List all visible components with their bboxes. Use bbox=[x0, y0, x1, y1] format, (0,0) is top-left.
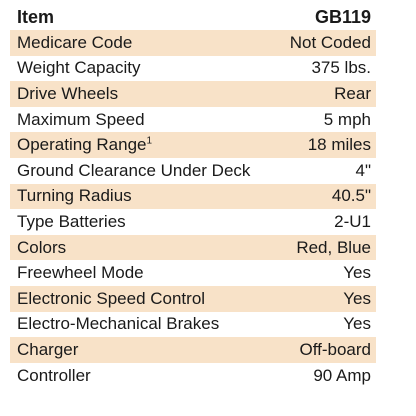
spec-label-text: Electronic Speed Control bbox=[17, 288, 206, 308]
spec-value: 18 miles bbox=[307, 135, 371, 155]
spec-value: Yes bbox=[343, 314, 371, 334]
spec-label: Medicare Code bbox=[17, 33, 132, 53]
table-header-row: Item GB119 bbox=[10, 4, 376, 30]
spec-value: Rear bbox=[334, 83, 371, 103]
spec-label: Electronic Speed Control bbox=[17, 289, 205, 309]
spec-value: Not Coded bbox=[289, 32, 371, 52]
table-row: Medicare Code Not Coded bbox=[10, 30, 376, 56]
spec-label: Drive Wheels bbox=[17, 84, 118, 104]
table-row: Electronic Speed Control Yes bbox=[10, 285, 376, 312]
spec-label: Ground Clearance Under Deck bbox=[17, 161, 250, 181]
spec-label-text: Ground Clearance Under Deck bbox=[17, 160, 251, 180]
spec-label-text: Turning Radius bbox=[17, 186, 132, 206]
spec-label: Controller bbox=[17, 366, 91, 386]
header-item-label: Item bbox=[17, 6, 55, 27]
table-row: Type Batteries 2-U1 bbox=[10, 209, 376, 235]
spec-value: 375 lbs. bbox=[311, 58, 371, 78]
table-row: Drive Wheels Rear bbox=[10, 81, 376, 107]
spec-value: Yes bbox=[343, 288, 371, 308]
footnote-marker: 1 bbox=[146, 135, 153, 147]
spec-label: Maximum Speed bbox=[17, 110, 145, 130]
spec-label: Freewheel Mode bbox=[17, 263, 144, 283]
header-model-label: GB119 bbox=[314, 6, 371, 27]
spec-label-text: Maximum Speed bbox=[17, 109, 145, 129]
spec-value: 4" bbox=[355, 160, 372, 180]
table-row: Weight Capacity 375 lbs. bbox=[10, 56, 376, 82]
spec-label: Charger bbox=[17, 340, 78, 360]
spec-label: Weight Capacity bbox=[17, 58, 140, 78]
spec-label-text: Charger bbox=[17, 339, 79, 359]
table-row: Electro-Mechanical Brakes Yes bbox=[10, 312, 376, 338]
spec-label-text: Electro-Mechanical Brakes bbox=[17, 314, 220, 334]
spec-label: Operating Range1 bbox=[17, 135, 152, 155]
table-row: Controller 90 Amp bbox=[10, 363, 376, 389]
spec-label-text: Freewheel Mode bbox=[17, 263, 144, 283]
spec-value: 90 Amp bbox=[313, 365, 371, 385]
spec-label-text: Medicare Code bbox=[17, 32, 133, 52]
spec-value: 2-U1 bbox=[334, 211, 371, 231]
spec-label: Electro-Mechanical Brakes bbox=[17, 314, 219, 334]
spec-value: 5 mph bbox=[323, 109, 371, 129]
spec-table: Item GB119 Medicare Code Not Coded Weight … bbox=[10, 4, 376, 388]
table-row: Ground Clearance Under Deck 4" bbox=[10, 158, 376, 184]
table-row: Operating Range1 18 miles bbox=[10, 132, 376, 158]
table-row: Maximum Speed 5 mph bbox=[10, 107, 376, 133]
spec-value: Yes bbox=[343, 263, 371, 283]
spec-label: Colors bbox=[17, 238, 66, 258]
spec-label-text: Operating Range bbox=[17, 135, 147, 155]
spec-label-text: Weight Capacity bbox=[17, 58, 141, 78]
spec-label: Type Batteries bbox=[17, 212, 126, 232]
spec-label-text: Type Batteries bbox=[17, 211, 126, 231]
table-row: Freewheel Mode Yes bbox=[10, 260, 376, 286]
spec-value: Red, Blue bbox=[296, 237, 371, 257]
table-row: Charger Off-board bbox=[10, 337, 376, 363]
table-row: Turning Radius 40.5" bbox=[10, 183, 376, 210]
spec-label: Turning Radius bbox=[17, 186, 132, 206]
spec-label-text: Controller bbox=[17, 365, 91, 385]
table-row: Colors Red, Blue bbox=[10, 234, 376, 261]
spec-label-text: Drive Wheels bbox=[17, 83, 119, 103]
spec-value: Off-board bbox=[299, 339, 371, 359]
spec-label-text: Colors bbox=[17, 237, 67, 257]
table-body: Medicare Code Not Coded Weight Capacity 375… bbox=[10, 30, 376, 388]
spec-value: 40.5" bbox=[331, 186, 371, 206]
